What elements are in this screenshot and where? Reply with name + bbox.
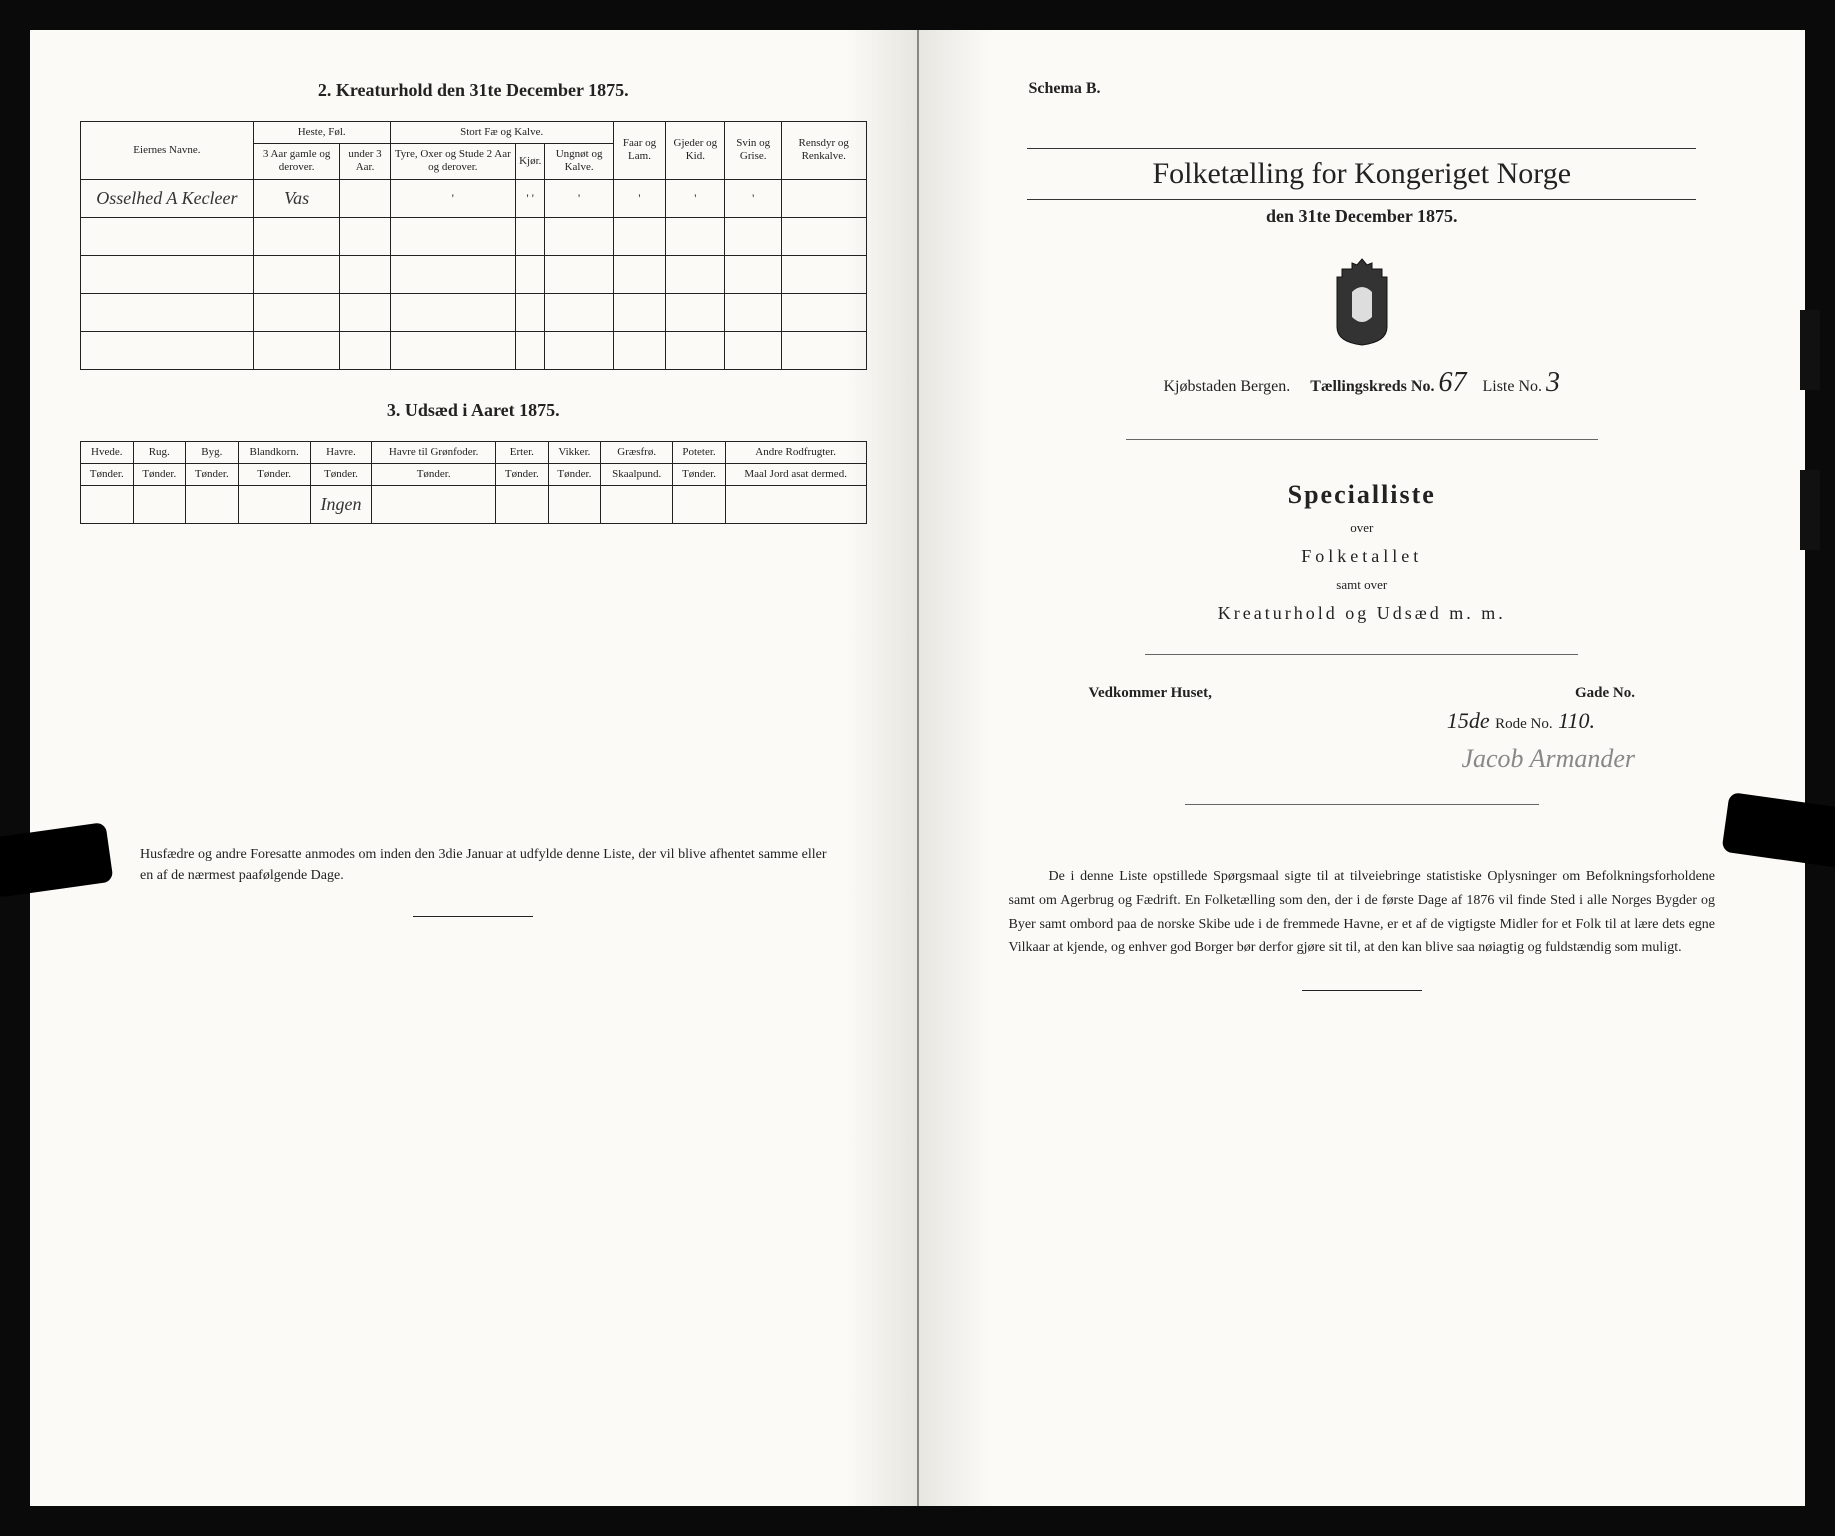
th-unit: Skaalpund. — [601, 463, 673, 485]
cell: ' — [545, 179, 613, 217]
over-label: over — [969, 520, 1756, 536]
cell: ' — [613, 179, 665, 217]
th-heste-2: under 3 Aar. — [340, 144, 390, 179]
left-page: 2. Kreaturhold den 31te December 1875. E… — [30, 30, 919, 1506]
rode-line: 15de Rode No. 110. — [969, 708, 1756, 734]
th-heste: Heste, Føl. — [253, 122, 390, 144]
table-row — [81, 217, 867, 255]
th-unit: Tønder. — [81, 463, 134, 485]
gade-label: Gade No. — [1575, 685, 1635, 702]
page-edge-tab — [1800, 310, 1820, 390]
th-svin: Svin og Grise. — [725, 122, 781, 180]
cell-name: Osselhed A Kecleer — [81, 179, 254, 217]
cell: Vas — [253, 179, 340, 217]
vedkommer-row: Vedkommer Huset, Gade No. — [969, 685, 1756, 702]
th-eiernes: Eiernes Navne. — [81, 122, 254, 180]
divider — [1145, 654, 1578, 655]
vedkommer-label: Vedkommer Huset, — [1089, 685, 1212, 702]
th: Havre til Grønfoder. — [372, 441, 496, 463]
table-kreaturhold: Eiernes Navne. Heste, Føl. Stort Fæ og K… — [80, 121, 867, 370]
coat-of-arms-icon — [1327, 257, 1397, 347]
table-row: Ingen — [81, 485, 867, 523]
th-unit: Tønder. — [310, 463, 372, 485]
th-unit: Tønder. — [496, 463, 549, 485]
specialliste-title: Specialliste — [969, 480, 1756, 510]
table-row — [81, 293, 867, 331]
section2-title: 2. Kreaturhold den 31te December 1875. — [80, 80, 867, 101]
th: Vikker. — [548, 441, 601, 463]
cell: ' ' — [516, 179, 545, 217]
cell: ' — [666, 179, 725, 217]
th-unit: Tønder. — [548, 463, 601, 485]
th: Poteter. — [673, 441, 726, 463]
main-title-wrap: Folketælling for Kongeriget Norge — [969, 148, 1756, 200]
section3-title: 3. Udsæd i Aaret 1875. — [80, 400, 867, 421]
table-udsaed: Hvede. Rug. Byg. Blandkorn. Havre. Havre… — [80, 441, 867, 524]
divider — [1126, 439, 1598, 440]
th-unit: Tønder. — [186, 463, 239, 485]
sub-date: den 31te December 1875. — [969, 206, 1756, 227]
kreds-label: Tællingskreds No. — [1310, 378, 1434, 395]
th-unit: Tønder. — [673, 463, 726, 485]
th-stort-3: Ungnøt og Kalve. — [545, 144, 613, 179]
th: Rug. — [133, 441, 186, 463]
th-unit: Tønder. — [133, 463, 186, 485]
liste-label: Liste No. — [1482, 378, 1542, 395]
cell: ' — [390, 179, 515, 217]
cell — [781, 179, 866, 217]
rode-prefix: 15de — [1447, 708, 1490, 733]
book-spread: 2. Kreaturhold den 31te December 1875. E… — [30, 30, 1805, 1506]
th: Byg. — [186, 441, 239, 463]
folketallet-label: Folketallet — [969, 546, 1756, 567]
divider — [1302, 990, 1422, 991]
kreatur-label: Kreaturhold og Udsæd m. m. — [969, 603, 1756, 624]
samt-over-label: samt over — [969, 577, 1756, 593]
th: Blandkorn. — [238, 441, 310, 463]
right-page: Schema B. Folketælling for Kongeriget No… — [919, 30, 1806, 1506]
th: Hvede. — [81, 441, 134, 463]
main-title: Folketælling for Kongeriget Norge — [1027, 148, 1696, 200]
th-gjeder: Gjeder og Kid. — [666, 122, 725, 180]
divider — [1185, 804, 1539, 805]
schema-label: Schema B. — [1029, 80, 1756, 98]
footnote-content: Husfædre og andre Foresatte anmodes om i… — [140, 847, 827, 883]
th-stort: Stort Fæ og Kalve. — [390, 122, 613, 144]
cell: ' — [725, 179, 781, 217]
th-unit: Tønder. — [238, 463, 310, 485]
th-stort-2: Kjør. — [516, 144, 545, 179]
th: Havre. — [310, 441, 372, 463]
signature: Jacob Armander — [969, 744, 1756, 774]
rode-label: Rode No. — [1495, 716, 1553, 732]
table-row: Osselhed A Kecleer Vas ' ' ' ' ' ' ' — [81, 179, 867, 217]
bottom-paragraph: De i denne Liste opstillede Spørgsmaal s… — [1009, 865, 1716, 960]
th-heste-1: 3 Aar gamle og derover. — [253, 144, 340, 179]
th-faar: Faar og Lam. — [613, 122, 665, 180]
kjobstad: Kjøbstaden Bergen. — [1163, 378, 1290, 395]
divider — [413, 916, 533, 917]
th: Græsfrø. — [601, 441, 673, 463]
th: Erter. — [496, 441, 549, 463]
id-line: Kjøbstaden Bergen. Tællingskreds No. 67 … — [969, 367, 1756, 399]
table-row — [81, 255, 867, 293]
rode-value: 110. — [1558, 708, 1595, 733]
th-stort-1: Tyre, Oxer og Stude 2 Aar og derover. — [390, 144, 515, 179]
footnote-text: ☞ Husfædre og andre Foresatte anmodes om… — [140, 844, 827, 886]
th-unit: Tønder. — [372, 463, 496, 485]
th-unit: Maal Jord asat dermed. — [725, 463, 866, 485]
th: Andre Rodfrugter. — [725, 441, 866, 463]
liste-value: 3 — [1546, 367, 1560, 398]
cell — [340, 179, 390, 217]
kreds-value: 67 — [1438, 367, 1466, 398]
table-row — [81, 331, 867, 369]
cell-havre: Ingen — [310, 485, 372, 523]
page-edge-tab — [1800, 470, 1820, 550]
th-rensdyr: Rensdyr og Renkalve. — [781, 122, 866, 180]
